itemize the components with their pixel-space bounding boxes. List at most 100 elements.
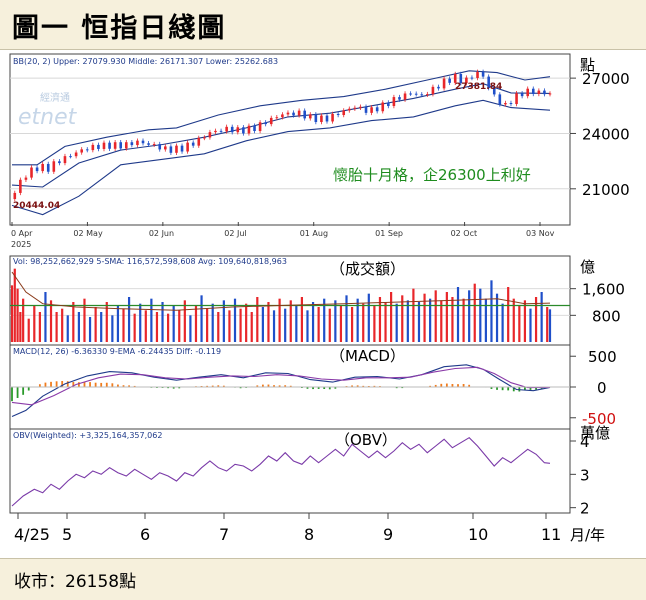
title-bar: 圖一 恒指日綫圖	[0, 0, 646, 50]
candle-body	[481, 71, 485, 77]
macd-legend: MACD(12, 26) -6.36330 9-EMA -6.24435 Dif…	[13, 347, 221, 356]
volume-bar	[38, 312, 41, 342]
volume-bar	[100, 312, 103, 342]
candle-body	[364, 106, 368, 113]
candle-body	[158, 144, 162, 150]
macd-hist-bar	[445, 383, 448, 387]
volume-bar	[334, 300, 337, 342]
macd-hist-bar	[128, 385, 130, 387]
volume-bar	[534, 297, 538, 342]
volume-tick-label: 1,600	[582, 281, 625, 299]
chart-title: 圖一 恒指日綫圖	[12, 13, 227, 44]
macd-axis: 500 0 -500	[10, 348, 617, 428]
candle-body	[58, 161, 61, 164]
volume-bar	[72, 302, 75, 342]
candle-body	[35, 167, 39, 172]
candle-body	[253, 125, 256, 132]
candle-body	[13, 192, 17, 200]
candle-body	[19, 179, 22, 193]
volume-bar	[189, 315, 192, 342]
chart-area: 經濟通 etnet 21000 24000 27000 0 Apr 02 May 02 …	[9, 53, 630, 544]
volume-bar	[172, 305, 175, 342]
macd-hist-bar	[133, 385, 136, 387]
month-tick-label: 9	[383, 525, 393, 544]
macd-hist-bar	[289, 385, 292, 387]
candle-body	[308, 114, 312, 119]
volume-bar	[317, 307, 320, 342]
watermark-logo: etnet	[18, 105, 78, 130]
volume-bar	[49, 300, 53, 342]
volume-bar	[451, 297, 454, 342]
candle-body	[269, 117, 273, 125]
candle-body	[286, 112, 290, 115]
volume-bar	[178, 310, 181, 342]
candle-body	[465, 77, 468, 84]
candle-body	[420, 94, 424, 96]
macd-hist-bar	[72, 382, 75, 387]
candle-body	[314, 114, 318, 123]
macd-hist-bar	[429, 385, 432, 387]
candle-body	[63, 156, 67, 164]
candle-body	[186, 142, 189, 152]
price-axis: 21000 24000 27000	[570, 70, 630, 199]
macd-hist-bar	[22, 387, 25, 395]
obv-line	[11, 437, 551, 507]
macd-hist-bar	[256, 385, 259, 387]
month-tick-label: 8	[304, 525, 314, 544]
volume-bar	[200, 295, 203, 342]
date-tick-label: 02 May	[73, 229, 103, 238]
volume-bar	[139, 303, 142, 342]
volume-bar	[10, 285, 14, 342]
candle-body	[387, 102, 390, 107]
macd-lines	[11, 364, 551, 418]
candle-body	[442, 78, 446, 89]
volume-bar	[194, 305, 198, 342]
price-tick-label: 21000	[582, 181, 630, 199]
volume-bar	[434, 290, 437, 342]
candle-body	[375, 107, 379, 112]
volume-bar	[390, 292, 393, 342]
candle-body	[119, 142, 123, 149]
macd-hist-bar	[401, 387, 404, 389]
volume-bar	[261, 307, 264, 342]
volume-bar	[523, 300, 527, 342]
date-tick-label: 0 Apr	[11, 229, 33, 238]
month-axis: 4/25 5 6 7 8 9 10 11	[14, 513, 561, 544]
candle-body	[30, 167, 33, 178]
volume-bar	[44, 292, 47, 342]
volume-bar	[183, 300, 186, 342]
candle-body	[498, 94, 502, 105]
candle-body	[208, 132, 212, 138]
candle-body	[303, 110, 306, 119]
macd-hist-bar	[362, 385, 365, 387]
volume-bar	[22, 298, 25, 342]
macd-hist-bar	[38, 384, 41, 387]
volume-bar	[217, 312, 220, 342]
candle-body	[230, 126, 234, 133]
candle-body	[297, 110, 301, 116]
candle-body	[515, 93, 518, 105]
candle-body	[136, 140, 139, 146]
candle-body	[69, 156, 72, 158]
price-unit-label: 點	[580, 56, 595, 74]
volume-panel-title: （成交額）	[330, 260, 405, 278]
candle-body	[520, 93, 524, 97]
volume-bar	[473, 283, 476, 342]
volume-bar	[456, 287, 460, 342]
macd-hist-bar	[105, 382, 108, 387]
macd-tick-label: 0	[597, 379, 607, 397]
volume-bar	[122, 308, 125, 342]
volume-bar	[323, 298, 326, 342]
macd-hist-bar	[217, 385, 220, 387]
candle-body	[91, 144, 95, 151]
candle-body	[526, 88, 529, 97]
volume-bar	[33, 305, 36, 342]
candle-body	[381, 102, 385, 112]
candle-body	[258, 122, 262, 132]
volume-bar	[66, 315, 69, 342]
volume-bar	[429, 298, 432, 342]
macd-hist-bar	[55, 381, 58, 387]
volume-bar	[94, 307, 97, 342]
macd-hist-bar	[462, 384, 465, 387]
macd-hist-bar	[117, 384, 119, 387]
